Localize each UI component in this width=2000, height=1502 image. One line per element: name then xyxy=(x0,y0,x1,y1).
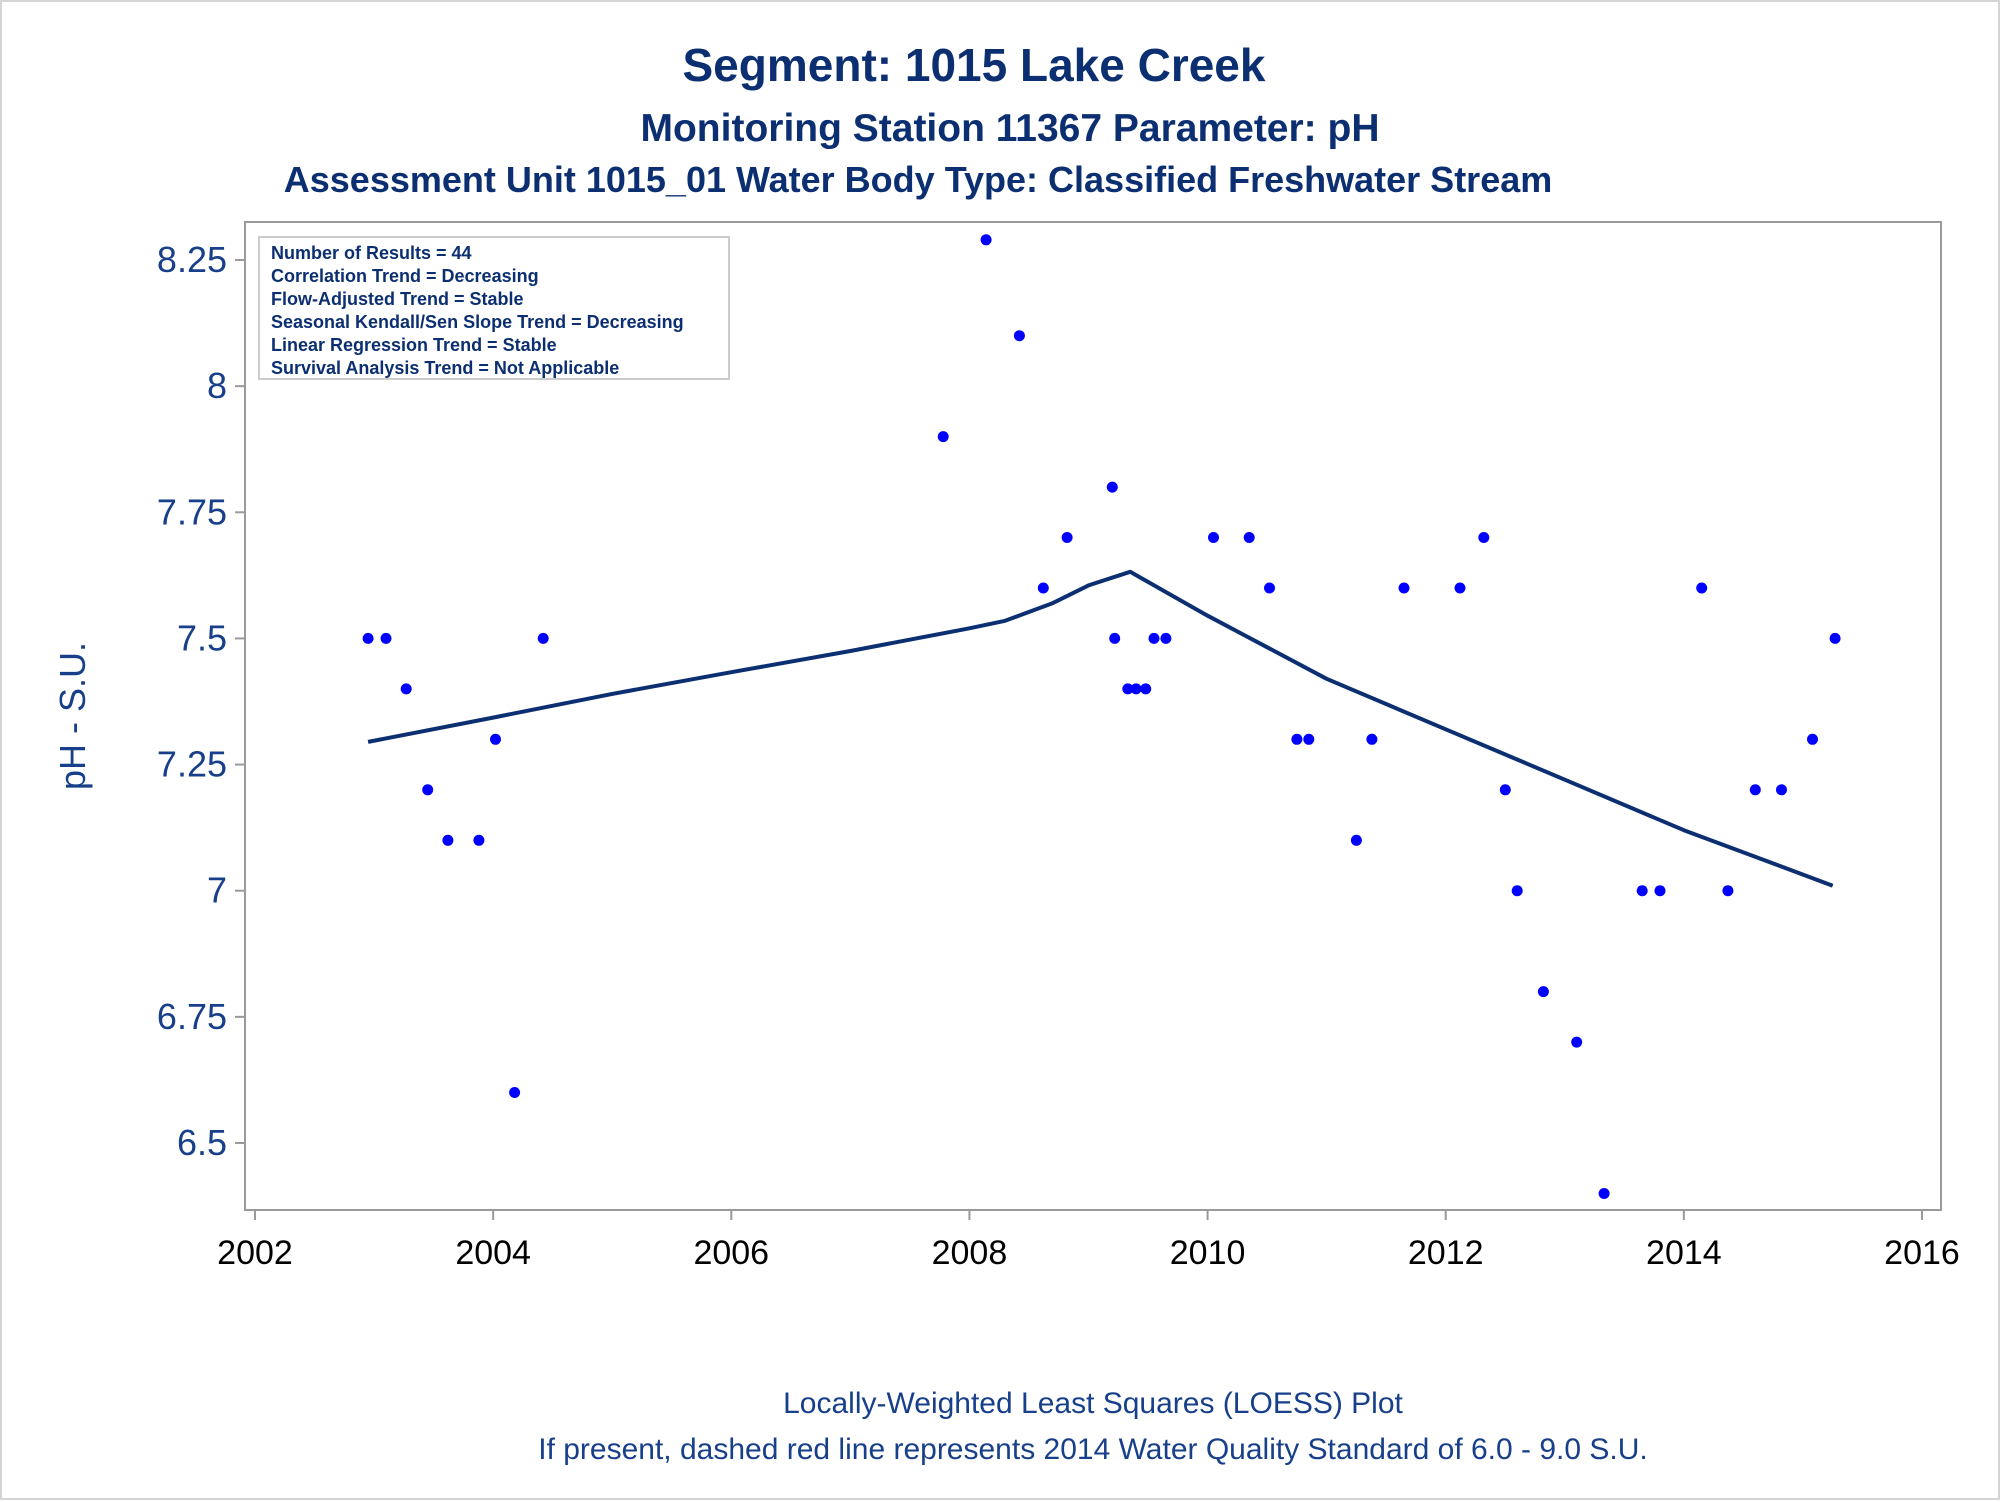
data-point xyxy=(1148,632,1160,644)
x-tick-label: 2010 xyxy=(1170,1234,1246,1272)
data-point xyxy=(1037,582,1049,594)
x-tick-label: 2012 xyxy=(1408,1234,1484,1272)
data-point xyxy=(400,683,412,695)
footer-line-1: Locally-Weighted Least Squares (LOESS) P… xyxy=(783,1387,1403,1420)
data-point xyxy=(1511,885,1523,897)
y-axis: 6.5 6.75 7 7.25 7.5 7.75 8 8.25 xyxy=(157,239,245,1163)
data-point xyxy=(1537,986,1549,998)
stats-box: Number of Results = 44 Correlation Trend… xyxy=(258,236,730,380)
data-point xyxy=(1130,683,1142,695)
data-point xyxy=(442,834,454,846)
data-point xyxy=(1013,330,1025,342)
data-point xyxy=(1776,784,1787,796)
data-point xyxy=(1366,733,1378,745)
y-tick-label: 8 xyxy=(207,365,227,406)
x-tick-label: 2008 xyxy=(932,1234,1008,1272)
stats-line-6: Survival Analysis Trend = Not Applicable xyxy=(271,358,619,378)
chart-title: Segment: 1015 Lake Creek xyxy=(683,39,1266,91)
data-point xyxy=(937,431,949,443)
x-tick-label: 2002 xyxy=(217,1234,293,1272)
data-point xyxy=(473,834,485,846)
chart-marks xyxy=(362,234,1841,1199)
x-tick-label: 2006 xyxy=(693,1234,769,1272)
data-point xyxy=(362,632,374,644)
chart-subtitle: Monitoring Station 11367 Parameter: pH xyxy=(640,107,1379,150)
x-tick-label: 2004 xyxy=(455,1234,531,1272)
x-tick-label: 2014 xyxy=(1646,1234,1722,1272)
data-point xyxy=(422,784,434,796)
footer-line-2: If present, dashed red line represents 2… xyxy=(538,1433,1648,1466)
stats-box-border xyxy=(258,236,730,380)
plot-area xyxy=(244,221,1942,1211)
data-point xyxy=(980,234,992,246)
data-point xyxy=(1061,532,1073,543)
x-tick-label: 2016 xyxy=(1884,1234,1960,1272)
data-point xyxy=(1109,632,1121,644)
y-tick-label: 6.5 xyxy=(177,1122,227,1163)
data-point xyxy=(1454,582,1466,594)
y-axis-label: pH - S.U. xyxy=(52,642,93,790)
data-point xyxy=(1654,885,1666,897)
data-point xyxy=(490,733,501,745)
data-point xyxy=(1636,885,1648,897)
data-point xyxy=(1122,683,1134,695)
data-point xyxy=(1303,733,1315,745)
y-tick-label: 7.25 xyxy=(157,744,227,785)
data-point xyxy=(1208,532,1219,543)
stats-line-3: Flow-Adjusted Trend = Stable xyxy=(271,289,524,309)
data-point xyxy=(1598,1188,1610,1199)
y-tick-label: 7 xyxy=(207,870,227,911)
data-point xyxy=(1749,784,1761,796)
data-point xyxy=(1478,532,1490,543)
y-tick-label: 7.75 xyxy=(157,491,227,532)
data-point xyxy=(1696,582,1708,594)
data-point xyxy=(1264,582,1275,594)
data-point xyxy=(1243,532,1255,543)
x-axis: 2002 2004 2006 2008 2010 2012 2014 2016 xyxy=(217,1210,1960,1272)
stats-line-1: Number of Results = 44 xyxy=(271,243,472,263)
data-point xyxy=(380,632,392,644)
data-point xyxy=(537,632,549,644)
loess-line xyxy=(367,569,1834,888)
data-point xyxy=(1160,632,1172,644)
data-point xyxy=(1398,582,1410,594)
data-point xyxy=(1829,632,1841,644)
data-point xyxy=(509,1087,521,1098)
y-tick-label: 8.25 xyxy=(157,239,227,280)
data-point xyxy=(1571,1036,1583,1048)
stats-line-2: Correlation Trend = Decreasing xyxy=(271,266,539,286)
stats-line-4: Seasonal Kendall/Sen Slope Trend = Decre… xyxy=(271,312,684,332)
chart-subtitle-2: Assessment Unit 1015_01 Water Body Type:… xyxy=(284,159,1553,200)
data-point xyxy=(1291,733,1303,745)
y-tick-label: 7.5 xyxy=(177,617,227,658)
data-point xyxy=(1350,834,1362,846)
data-point xyxy=(1722,885,1734,897)
data-point xyxy=(1140,683,1152,695)
y-tick-label: 6.75 xyxy=(157,996,227,1037)
data-point xyxy=(1499,784,1511,796)
data-point xyxy=(1106,481,1118,493)
stats-line-5: Linear Regression Trend = Stable xyxy=(271,335,557,355)
data-point xyxy=(1807,733,1818,745)
